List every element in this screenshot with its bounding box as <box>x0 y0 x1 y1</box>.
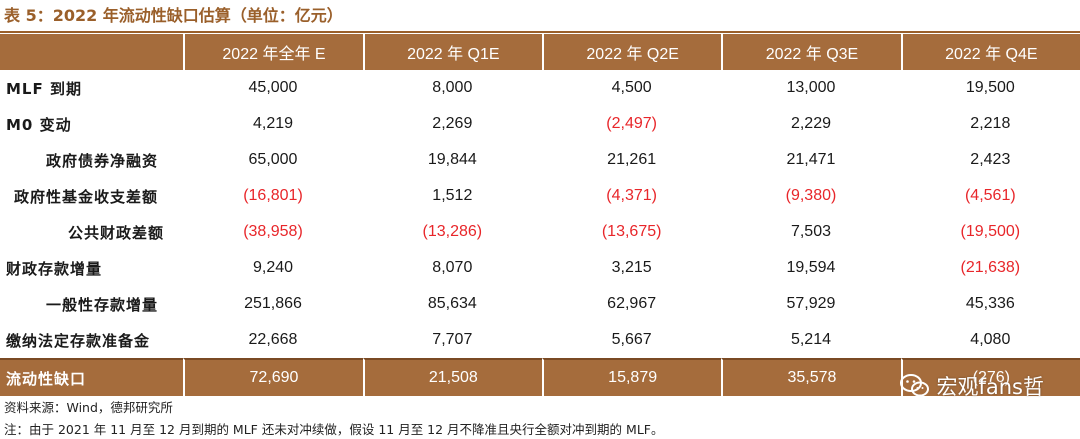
column-header: 2022 年 Q1E <box>362 34 542 70</box>
table-row: 缴纳法定存款准备金 22,668 7,707 5,667 5,214 4,080 <box>0 322 1080 358</box>
table-cell: 4,500 <box>611 79 652 96</box>
total-row: 流动性缺口 72,690 21,508 15,879 35,578 (276) <box>0 358 1080 396</box>
table-row: 一般性存款增量 251,866 85,634 62,967 57,929 45,336 <box>0 286 1080 322</box>
table-cell: (38,958) <box>243 223 303 240</box>
table-cell: 9,240 <box>252 259 294 276</box>
table-cell: 35,578 <box>721 358 901 396</box>
title-divider <box>0 31 1080 33</box>
table-cell: 251,866 <box>244 295 302 312</box>
table-cell: 21,261 <box>607 151 657 168</box>
table-row: M0 变动 4,219 2,269 (2,497) 2,229 2,218 <box>0 106 1080 142</box>
row-label: 政府性基金收支差额 <box>14 187 159 206</box>
column-header: 2022 年全年 E <box>183 34 363 70</box>
row-label: 缴纳法定存款准备金 <box>6 331 151 350</box>
source-note: 资料来源：Wind，德邦研究所 <box>4 400 173 415</box>
table-row: 政府债券净融资 65,000 19,844 21,261 21,471 2,423 <box>0 142 1080 178</box>
table-cell: 13,000 <box>786 79 836 96</box>
table-cell: 2,218 <box>970 115 1011 132</box>
row-label: 公共财政差额 <box>68 223 165 242</box>
table-cell: 21,508 <box>362 358 542 396</box>
table-cell: 45,336 <box>965 295 1015 312</box>
table-cell: 5,214 <box>790 331 831 348</box>
table-cell: (13,286) <box>422 223 483 240</box>
row-label: 一般性存款增量 <box>46 295 159 314</box>
table-cell: 2,423 <box>970 151 1011 168</box>
table-cell: 22,668 <box>248 331 298 348</box>
header-corner <box>0 34 184 70</box>
footnote: 注：由于 2021 年 11 月至 12 月到期的 MLF 还未对冲续做，假设 … <box>4 422 664 437</box>
table-cell: 8,070 <box>432 259 473 276</box>
table-cell: 57,929 <box>786 295 836 312</box>
row-label: M0 变动 <box>6 115 72 134</box>
liquidity-gap-table: 2022 年全年 E 2022 年 Q1E 2022 年 Q2E 2022 年 … <box>0 34 1080 396</box>
table-cell: 72,690 <box>183 358 363 396</box>
table-cell: 85,634 <box>427 295 477 312</box>
wechat-icon <box>900 374 930 397</box>
table-cell: (4,561) <box>964 187 1016 204</box>
table-cell: 45,000 <box>248 79 298 96</box>
table-row: 公共财政差额 (38,958) (13,286) (13,675) 7,503 (19,5… <box>0 214 1080 250</box>
table-cell: 4,219 <box>252 115 294 132</box>
table-cell: (16,801) <box>243 187 303 204</box>
column-header: 2022 年 Q4E <box>900 34 1080 70</box>
table-row: MLF 到期 45,000 8,000 4,500 13,000 19,500 <box>0 70 1080 106</box>
table-cell: 19,500 <box>965 79 1015 96</box>
table-row: 政府性基金收支差额 (16,801) 1,512 (4,371) (9,380) (4,5… <box>0 178 1080 214</box>
table-row: 财政存款增量 9,240 8,070 3,215 19,594 (21,638) <box>0 250 1080 286</box>
row-label: MLF 到期 <box>6 79 82 98</box>
table-cell: 19,594 <box>786 259 836 276</box>
table-cell: 65,000 <box>248 151 298 168</box>
table-cell: 3,215 <box>611 259 652 276</box>
table-cell: 7,707 <box>432 331 473 348</box>
table-cell: (9,380) <box>785 187 837 204</box>
table-cell: 5,667 <box>611 331 652 348</box>
table-cell: (21,638) <box>960 259 1021 276</box>
table-cell: (19,500) <box>960 223 1021 240</box>
column-header: 2022 年 Q3E <box>721 34 901 70</box>
watermark-text: 宏观fans哲 <box>936 375 1044 399</box>
header-row: 2022 年全年 E 2022 年 Q1E 2022 年 Q2E 2022 年 … <box>0 34 1080 70</box>
table-cell: 8,000 <box>432 79 473 96</box>
row-label: 流动性缺口 <box>0 358 184 396</box>
table-cell: 1,512 <box>432 187 473 204</box>
table-cell: 4,080 <box>970 331 1011 348</box>
row-label: 财政存款增量 <box>6 259 103 278</box>
table-cell: (4,371) <box>606 187 657 204</box>
table-cell: (276) <box>900 358 1080 396</box>
table-cell: 2,269 <box>432 115 473 132</box>
table-cell: 15,879 <box>541 358 722 396</box>
table-cell: 7,503 <box>790 223 831 240</box>
table-cell: 19,844 <box>427 151 477 168</box>
column-header: 2022 年 Q2E <box>541 34 722 70</box>
table-cell: 62,967 <box>607 295 657 312</box>
table-cell: (13,675) <box>601 223 662 240</box>
table-title: 表 5：2022 年流动性缺口估算（单位：亿元） <box>4 6 343 25</box>
table-cell: 21,471 <box>786 151 836 168</box>
row-label: 政府债券净融资 <box>46 151 159 170</box>
table-cell: 2,229 <box>790 115 831 132</box>
table-cell: (2,497) <box>606 115 657 132</box>
watermark: 宏观fans哲 <box>900 371 1044 401</box>
